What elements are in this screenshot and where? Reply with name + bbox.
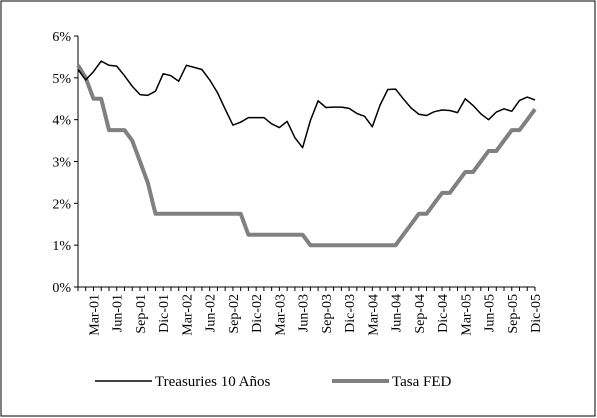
x-tick-label: Dic-05 [529, 294, 544, 333]
x-tick-label: Jun-01 [111, 294, 126, 332]
x-tick-label: Mar-05 [459, 294, 474, 336]
y-tick-label: 2% [52, 197, 71, 212]
x-tick-label: Jun-02 [204, 294, 219, 332]
x-tick-label: Jun-03 [297, 294, 312, 332]
x-tick-label: Mar-01 [87, 294, 102, 336]
y-tick-label: 3% [52, 156, 71, 171]
x-tick-label: Dic-02 [250, 294, 265, 333]
x-tick-label: Mar-04 [366, 294, 381, 336]
y-tick-label: 0% [52, 281, 71, 296]
x-tick-label: Sep-01 [134, 294, 149, 334]
x-tick-label: Sep-05 [506, 294, 521, 334]
x-tick-label: Sep-04 [413, 294, 428, 334]
x-tick-label: Jun-05 [483, 294, 498, 332]
x-tick-label: Dic-01 [157, 294, 172, 333]
x-tick-label: Dic-04 [436, 294, 451, 333]
x-tick-label: Sep-02 [227, 294, 242, 334]
series-line [77, 60, 536, 149]
legend-label: Tasa FED [392, 374, 452, 390]
x-tick-label: Sep-03 [320, 294, 335, 334]
y-tick-label: 1% [52, 239, 71, 254]
y-tick-label: 5% [52, 72, 71, 87]
y-tick-label: 4% [52, 114, 71, 129]
x-tick-label: Mar-03 [273, 294, 288, 336]
series-line [76, 64, 537, 248]
y-tick-label: 6% [52, 30, 71, 45]
x-tick-label: Dic-03 [343, 294, 358, 333]
legend-label: Treasuries 10 Años [155, 374, 270, 390]
x-tick-label: Jun-04 [390, 294, 405, 332]
x-tick-label: Mar-02 [180, 294, 195, 336]
